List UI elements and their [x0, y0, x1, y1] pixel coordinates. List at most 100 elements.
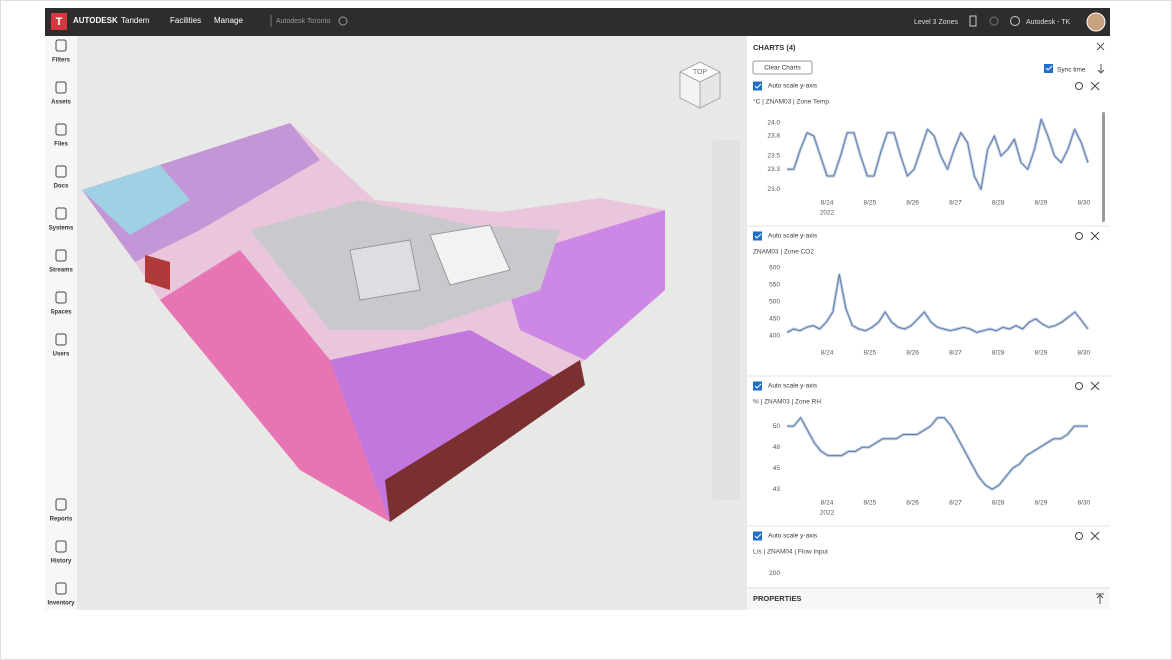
- brand: AUTODESK: [73, 16, 118, 25]
- autoscale-label[interactable]: Auto scale y-axis: [768, 533, 818, 540]
- nav-item[interactable]: Manage: [214, 16, 243, 25]
- x-tick-label: 8/29: [1035, 200, 1048, 207]
- expand-icon[interactable]: [1096, 593, 1104, 604]
- properties-bar: [747, 588, 1110, 610]
- y-tick-label: 23.8: [767, 133, 780, 140]
- sidebar-label[interactable]: Streams: [49, 268, 73, 274]
- reset-icon[interactable]: [1075, 82, 1083, 90]
- logo: T: [56, 16, 63, 28]
- x-tick-label: 8/25: [863, 350, 876, 357]
- autoscale-label[interactable]: Auto scale y-axis: [768, 233, 818, 240]
- y-tick-label: 23.5: [767, 153, 780, 160]
- chart-label: °C | ZNAM03 | Zone Temp: [753, 98, 829, 106]
- reset-icon[interactable]: [1075, 382, 1083, 390]
- y-tick-label: 400: [769, 333, 780, 340]
- user[interactable]: Autodesk - TK: [1026, 19, 1071, 26]
- bell-icon[interactable]: [989, 16, 999, 26]
- building: [82, 123, 665, 522]
- sidebar-icon[interactable]: [55, 81, 67, 94]
- y-tick-label: 50: [773, 423, 781, 430]
- y-tick-label: 24.0: [767, 119, 780, 126]
- sidebar-icon[interactable]: [55, 540, 67, 553]
- remove-icon[interactable]: [1090, 231, 1100, 241]
- x-tick-label: 8/24: [821, 200, 834, 207]
- sort-icon[interactable]: [1097, 64, 1105, 74]
- x-tick-label: 8/28: [992, 200, 1005, 207]
- clear-button[interactable]: [752, 60, 813, 75]
- x-tick-label: 8/26: [906, 350, 919, 357]
- x-tick-label: 8/28: [992, 350, 1005, 357]
- autoscale-label[interactable]: Auto scale y-axis: [768, 83, 818, 90]
- x-tick-label: 8/26: [906, 200, 919, 207]
- sidebar-icon[interactable]: [55, 291, 67, 304]
- y-tick-label: 450: [769, 315, 780, 322]
- y-tick-label: 43: [773, 486, 781, 493]
- y-tick-label: 23.0: [767, 186, 780, 193]
- scrollbar[interactable]: [1102, 112, 1105, 222]
- autoscale-checkbox[interactable]: [753, 231, 762, 241]
- autoscale-checkbox[interactable]: [753, 381, 762, 391]
- y-tick-label: 23.3: [767, 166, 780, 173]
- panel: [747, 36, 1110, 610]
- y-tick-label: 600: [769, 264, 780, 271]
- y-tick-label: 45: [773, 465, 781, 472]
- sidebar-icon[interactable]: [55, 123, 67, 136]
- help-icon[interactable]: [1010, 16, 1020, 26]
- zones[interactable]: Level 3 Zones: [914, 19, 958, 26]
- check: [754, 233, 762, 239]
- facility-icon[interactable]: [338, 16, 348, 26]
- properties-title[interactable]: PROPERTIES: [753, 594, 801, 603]
- x-tick-year: 2022: [820, 510, 835, 517]
- sidebar-label[interactable]: Filters: [52, 58, 71, 64]
- sidebar-icon[interactable]: [55, 582, 67, 595]
- sync-checkbox[interactable]: [1044, 64, 1053, 73]
- sidebar: [45, 36, 77, 610]
- autoscale-checkbox[interactable]: [753, 531, 762, 541]
- viewer-toolbar[interactable]: [712, 140, 740, 500]
- sidebar-label[interactable]: Users: [53, 352, 70, 358]
- x-tick-label: 8/30: [1077, 500, 1090, 507]
- series-line: [786, 274, 1089, 333]
- sidebar-label[interactable]: Spaces: [50, 310, 72, 316]
- sidebar-label[interactable]: Docs: [54, 184, 69, 190]
- sidebar-label[interactable]: Systems: [49, 226, 74, 232]
- check: [754, 533, 762, 539]
- clear-label[interactable]: Clear Charts: [764, 65, 801, 72]
- x-tick-label: 8/27: [949, 500, 962, 507]
- reset-icon[interactable]: [1075, 532, 1083, 540]
- sidebar-label[interactable]: Inventory: [47, 601, 75, 607]
- sidebar-label[interactable]: Reports: [50, 517, 73, 523]
- sidebar-icon[interactable]: [55, 39, 67, 52]
- remove-icon[interactable]: [1090, 381, 1100, 391]
- sync-label[interactable]: Sync time: [1057, 67, 1086, 74]
- sidebar-icon[interactable]: [55, 207, 67, 220]
- nav-item[interactable]: Facilities: [170, 16, 201, 25]
- sidebar-icon[interactable]: [55, 249, 67, 262]
- autoscale-checkbox[interactable]: [753, 81, 762, 91]
- x-tick-label: 8/27: [949, 200, 962, 207]
- sidebar-label[interactable]: History: [51, 559, 72, 565]
- sidebar-icon[interactable]: [55, 333, 67, 346]
- bookmark-icon[interactable]: [969, 15, 977, 27]
- x-tick-label: 8/29: [1035, 350, 1048, 357]
- sidebar-icon[interactable]: [55, 498, 67, 511]
- remove-icon[interactable]: [1090, 81, 1100, 91]
- logo-box: [51, 13, 67, 30]
- chart-label: % | ZNAM03 | Zone RH: [753, 399, 821, 406]
- avatar[interactable]: [1086, 12, 1106, 32]
- autoscale-label[interactable]: Auto scale y-axis: [768, 383, 818, 390]
- x-tick-label: 8/28: [992, 500, 1005, 507]
- viewcube[interactable]: TOP: [678, 61, 722, 109]
- y-tick-label: 48: [773, 444, 781, 451]
- check: [754, 83, 762, 89]
- sidebar-icon[interactable]: [55, 165, 67, 178]
- sidebar-label[interactable]: Assets: [51, 100, 71, 106]
- chart-label: ZNAM03 | Zone CO2: [753, 249, 814, 256]
- sidebar-label[interactable]: Files: [54, 142, 68, 148]
- reset-icon[interactable]: [1075, 232, 1083, 240]
- remove-icon[interactable]: [1090, 531, 1100, 541]
- facility[interactable]: Autodesk Toronto: [276, 18, 330, 25]
- close-icon[interactable]: [1096, 42, 1105, 51]
